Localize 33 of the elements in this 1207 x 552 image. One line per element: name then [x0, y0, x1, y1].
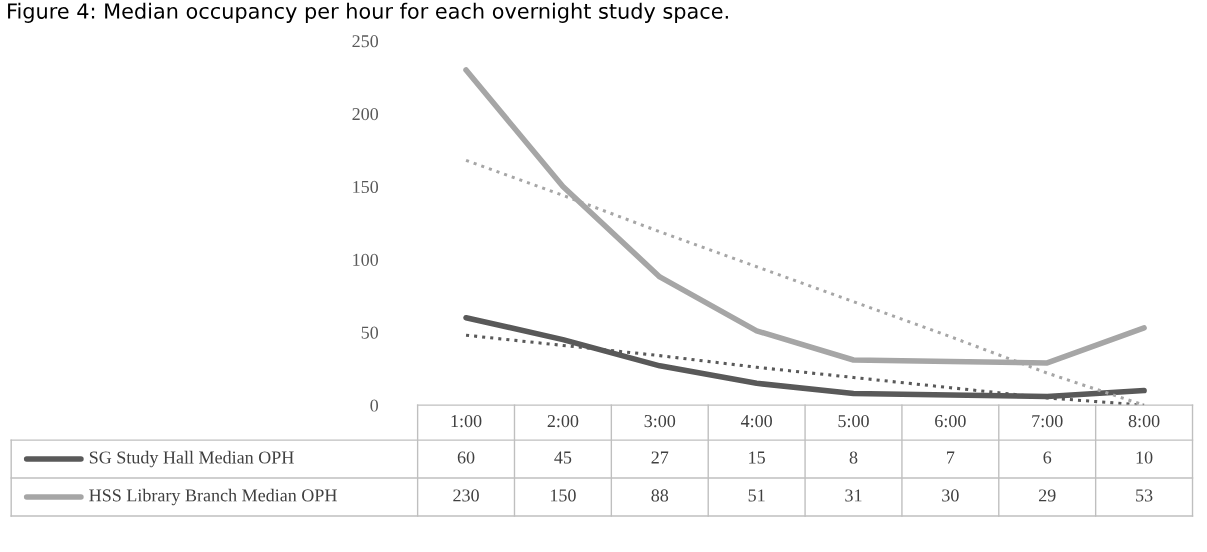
data-label: 60	[457, 451, 475, 464]
data-label: 88	[651, 489, 669, 502]
data-label: 53	[1136, 489, 1153, 502]
data-label: 27	[651, 451, 669, 464]
y-tick-label: 100	[353, 253, 379, 266]
x-tick-label: 8:00	[1128, 414, 1160, 428]
data-label: 230	[453, 489, 479, 502]
x-tick-label: 6:00	[935, 414, 966, 428]
y-tick-label: 250	[352, 35, 379, 48]
x-tick-label: 4:00	[740, 414, 772, 428]
data-label: 7	[947, 451, 955, 464]
data-label: 10	[1136, 451, 1153, 464]
data-label: 51	[748, 489, 765, 502]
data-label: 6	[1043, 451, 1052, 464]
data-label: 150	[550, 489, 576, 502]
y-tick-label: 0	[370, 399, 379, 412]
legend-label: HSS Library Branch Median OPH	[89, 488, 337, 506]
data-label: 15	[749, 451, 765, 464]
legend-label: SG Study Hall Median OPH	[89, 450, 294, 468]
data-label: 45	[554, 451, 572, 464]
x-tick-label: 5:00	[838, 414, 869, 428]
x-tick-label: 3:00	[644, 414, 676, 428]
data-label: 8	[849, 451, 858, 464]
data-label: 29	[1038, 489, 1056, 502]
x-tick-label: 1:00	[451, 414, 482, 428]
y-tick-label: 200	[352, 107, 379, 121]
chart-title: Figure 4: Median occupancy per hour for each overnight study space.	[8, 2, 728, 23]
data-label: 31	[845, 489, 862, 502]
y-tick-label: 50	[361, 326, 379, 339]
x-tick-label: 7:00	[1032, 414, 1063, 428]
data-label: 30	[942, 489, 959, 502]
y-tick-label: 150	[353, 180, 379, 194]
x-tick-label: 2:00	[547, 414, 579, 428]
